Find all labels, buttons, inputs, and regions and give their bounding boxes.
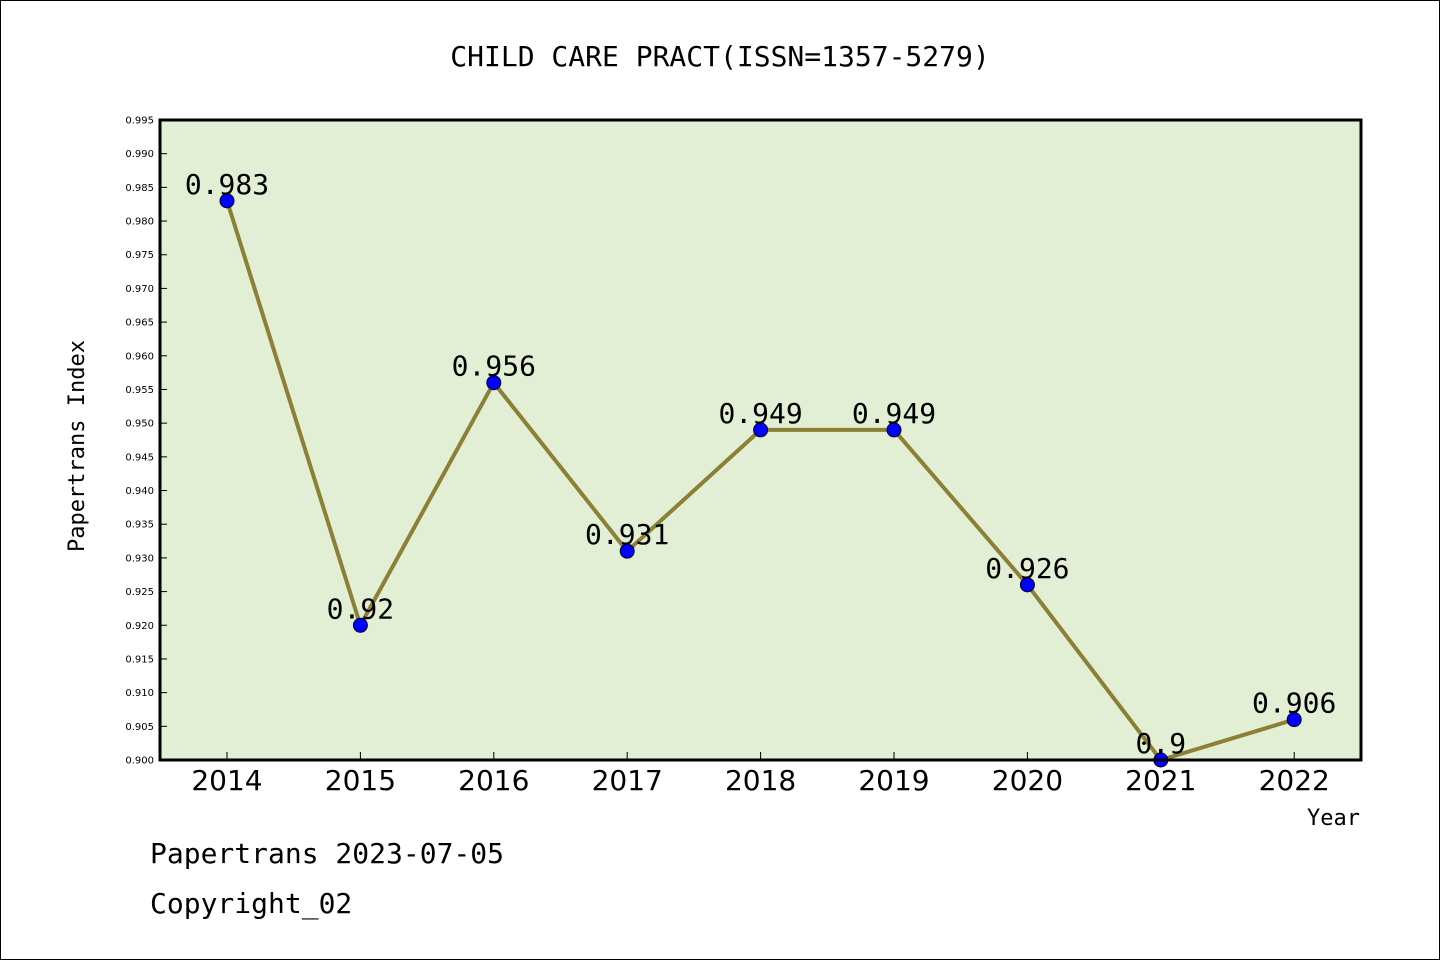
- data-label: 0.926: [985, 552, 1069, 585]
- x-tick-label: 2014: [191, 764, 262, 797]
- data-point: [619, 543, 635, 559]
- data-labels: 0.983 0.92 0.956 0.931 0.949 0.949 0.926 0.9 0.9…: [185, 168, 1336, 760]
- x-tick-label: 2022: [1259, 764, 1330, 797]
- plot-area: [160, 120, 1361, 760]
- data-label: 0.949: [718, 397, 802, 430]
- y-tick-label: 0.905: [125, 722, 154, 733]
- plot-frame: [158, 118, 1363, 762]
- x-tick-label: 2020: [992, 764, 1063, 797]
- data-label: 0.931: [585, 518, 669, 551]
- y-axis-label: Papertrans Index: [65, 340, 90, 552]
- y-tick-label: 0.965: [125, 318, 154, 329]
- data-point: [886, 422, 902, 438]
- x-tick-label: 2015: [325, 764, 396, 797]
- footer-copyright: Copyright_02: [150, 887, 352, 921]
- footer-date: Papertrans 2023-07-05: [150, 837, 504, 870]
- y-tick-label: 0.995: [125, 116, 154, 127]
- y-tick-label: 0.980: [125, 217, 154, 228]
- data-label: 0.949: [852, 397, 936, 430]
- data-label: 0.906: [1252, 687, 1336, 720]
- y-axis-ticks: 0.900 0.905 0.910 0.915 0.920 0.925 0.930 0.935…: [125, 116, 167, 767]
- y-tick-label: 0.970: [125, 284, 154, 295]
- x-axis-ticks: 2014 2015 2016 2017 2018 2019 2020 2021 2022: [191, 752, 1330, 797]
- x-axis-label: Year: [1307, 806, 1360, 831]
- data-label: 0.9: [1136, 727, 1187, 760]
- y-tick-label: 0.920: [125, 621, 154, 632]
- data-label: 0.956: [452, 350, 536, 383]
- x-tick-label: 2021: [1125, 764, 1196, 797]
- y-tick-label: 0.975: [125, 250, 154, 261]
- y-tick-label: 0.955: [125, 385, 154, 396]
- data-point: [1286, 712, 1302, 728]
- y-tick-label: 0.930: [125, 553, 154, 564]
- y-tick-label: 0.900: [125, 756, 154, 767]
- y-tick-label: 0.985: [125, 183, 154, 194]
- data-points: [219, 193, 1302, 768]
- y-tick-label: 0.915: [125, 654, 154, 665]
- data-point: [219, 193, 235, 209]
- y-tick-label: 0.940: [125, 486, 154, 497]
- y-tick-label: 0.945: [125, 452, 154, 463]
- x-tick-label: 2016: [458, 764, 529, 797]
- y-tick-label: 0.935: [125, 520, 154, 531]
- x-tick-label: 2017: [592, 764, 663, 797]
- y-tick-label: 0.990: [125, 149, 154, 160]
- data-point: [1019, 577, 1035, 593]
- data-label: 0.983: [185, 168, 269, 201]
- y-tick-label: 0.950: [125, 419, 154, 430]
- x-tick-label: 2018: [725, 764, 796, 797]
- data-point: [486, 375, 502, 391]
- chart-title: CHILD CARE PRACT(ISSN=1357-5279): [450, 40, 989, 73]
- y-tick-label: 0.910: [125, 688, 154, 699]
- x-tick-label: 2019: [858, 764, 929, 797]
- y-tick-label: 0.960: [125, 351, 154, 362]
- data-point: [753, 422, 769, 438]
- data-point: [352, 617, 368, 633]
- y-tick-label: 0.925: [125, 587, 154, 598]
- data-label: 0.92: [327, 592, 394, 625]
